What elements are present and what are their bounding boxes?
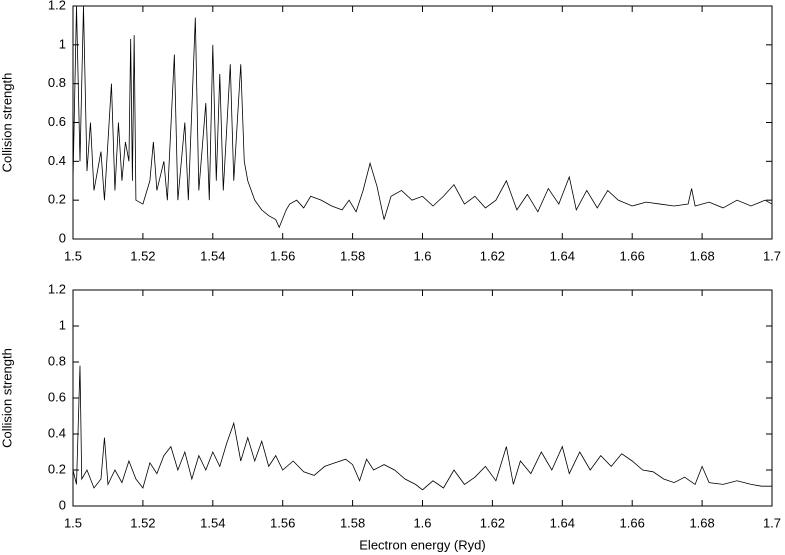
x-tick-label: 1.62 xyxy=(480,248,505,263)
x-axis-label: Electron energy (Ryd) xyxy=(359,537,485,552)
x-tick-label: 1.6 xyxy=(413,248,431,263)
y-tick-label: 1 xyxy=(59,317,66,332)
y-tick-label: 0.4 xyxy=(48,425,66,440)
y-tick-label: 0.6 xyxy=(48,389,66,404)
y-tick-label: 1.2 xyxy=(48,0,66,12)
y-tick-label: 0 xyxy=(59,497,66,512)
plot-area xyxy=(73,365,772,491)
x-tick-label: 1.7 xyxy=(763,515,781,530)
y-tick-label: 0.2 xyxy=(48,461,66,476)
y-tick-label: 0.8 xyxy=(48,353,66,368)
x-tick-label: 1.62 xyxy=(480,515,505,530)
data-line xyxy=(73,365,772,491)
x-tick-label: 1.52 xyxy=(130,248,155,263)
x-tick-label: 1.64 xyxy=(550,248,575,263)
x-tick-label: 1.68 xyxy=(689,248,714,263)
y-tick-label: 0.4 xyxy=(48,153,66,168)
x-tick-label: 1.54 xyxy=(200,248,225,263)
x-tick-label: 1.64 xyxy=(550,515,575,530)
x-tick-label: 1.5 xyxy=(64,248,82,263)
plot-area xyxy=(73,6,772,229)
x-tick-label: 1.56 xyxy=(270,248,295,263)
x-tick-label: 1.56 xyxy=(270,515,295,530)
plot-frame xyxy=(72,5,773,240)
x-tick-label: 1.58 xyxy=(340,248,365,263)
x-tick-label: 1.58 xyxy=(340,515,365,530)
data-line xyxy=(73,6,772,229)
plot-frame xyxy=(72,289,773,507)
x-tick-label: 1.68 xyxy=(689,515,714,530)
y-tick-label: 1 xyxy=(59,36,66,51)
x-tick-label: 1.52 xyxy=(130,515,155,530)
x-tick-label: 1.5 xyxy=(64,515,82,530)
x-tick-label: 1.66 xyxy=(620,515,645,530)
y-tick-label: 0.6 xyxy=(48,114,66,129)
y-tick-label: 0 xyxy=(59,230,66,245)
y-axis-label: Collision strength xyxy=(0,73,14,173)
y-tick-label: 0.8 xyxy=(48,75,66,90)
x-tick-label: 1.6 xyxy=(413,515,431,530)
y-axis-label: Collision strength xyxy=(0,348,14,448)
x-tick-label: 1.54 xyxy=(200,515,225,530)
x-tick-label: 1.66 xyxy=(620,248,645,263)
x-tick-label: 1.7 xyxy=(763,248,781,263)
y-tick-label: 1.2 xyxy=(48,281,66,296)
y-tick-label: 0.2 xyxy=(48,192,66,207)
